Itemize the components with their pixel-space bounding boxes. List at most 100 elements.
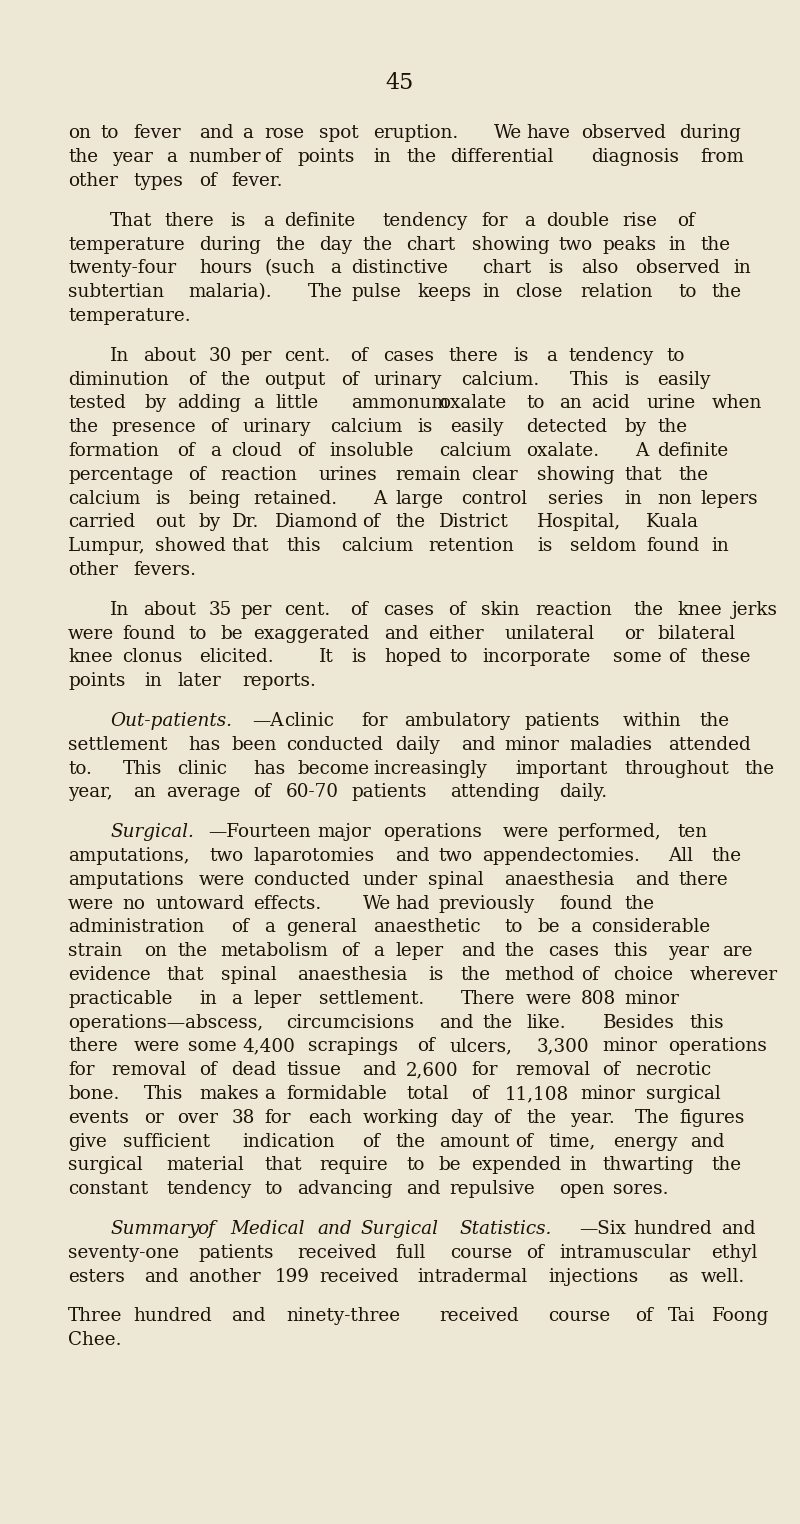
- Text: these: these: [701, 648, 751, 666]
- Text: urinary: urinary: [242, 418, 311, 436]
- Text: of: of: [297, 442, 315, 460]
- Text: retention: retention: [428, 536, 514, 555]
- Text: to.: to.: [68, 759, 92, 777]
- Text: of: of: [362, 514, 380, 532]
- Text: surgical: surgical: [646, 1085, 721, 1103]
- Text: and: and: [199, 125, 234, 142]
- Text: keeps: keeps: [417, 283, 471, 302]
- Text: full: full: [395, 1244, 426, 1262]
- Text: be: be: [537, 919, 560, 936]
- Text: appendectomies.: appendectomies.: [482, 847, 640, 866]
- Text: of: of: [526, 1244, 544, 1262]
- Text: cent.: cent.: [285, 347, 330, 364]
- Text: of: of: [188, 466, 206, 483]
- Text: It: It: [319, 648, 334, 666]
- Text: is: is: [537, 536, 553, 555]
- Text: esters: esters: [68, 1268, 125, 1286]
- Text: chart: chart: [482, 259, 532, 277]
- Text: amount: amount: [439, 1132, 510, 1151]
- Text: conducted: conducted: [254, 870, 350, 888]
- Text: the: the: [275, 236, 306, 253]
- Text: diagnosis: diagnosis: [592, 148, 680, 166]
- Text: open: open: [559, 1180, 604, 1198]
- Text: clonus: clonus: [122, 648, 183, 666]
- Text: were: were: [134, 1038, 180, 1055]
- Text: and: and: [721, 1219, 755, 1237]
- Text: subtertian: subtertian: [68, 283, 164, 302]
- Text: Dr.: Dr.: [232, 514, 259, 532]
- Text: observed: observed: [635, 259, 720, 277]
- Text: to: to: [450, 648, 468, 666]
- Text: patients: patients: [352, 783, 427, 802]
- Text: in: in: [144, 672, 162, 690]
- Text: important: important: [515, 759, 607, 777]
- Text: were: were: [199, 870, 245, 888]
- Text: this: this: [286, 536, 321, 555]
- Text: year: year: [112, 148, 153, 166]
- Text: 199: 199: [275, 1268, 310, 1286]
- Text: lepers: lepers: [701, 489, 758, 507]
- Text: this: this: [614, 942, 648, 960]
- Text: attended: attended: [668, 736, 750, 754]
- Text: per: per: [241, 600, 272, 619]
- Text: showing: showing: [537, 466, 614, 483]
- Text: Out-patients.: Out-patients.: [110, 712, 232, 730]
- Text: of: of: [417, 1038, 435, 1055]
- Text: the: the: [395, 514, 426, 532]
- Text: a: a: [232, 989, 242, 1007]
- Text: tested: tested: [68, 395, 126, 413]
- Text: This: This: [144, 1085, 184, 1103]
- Text: showed: showed: [155, 536, 226, 555]
- Text: a: a: [210, 442, 221, 460]
- Text: about: about: [142, 347, 196, 364]
- Text: on: on: [68, 125, 91, 142]
- Text: amputations,: amputations,: [68, 847, 190, 866]
- Text: tendency: tendency: [568, 347, 654, 364]
- Text: of: of: [264, 148, 282, 166]
- Text: percentage: percentage: [68, 466, 174, 483]
- Text: calcium: calcium: [330, 418, 402, 436]
- Text: is: is: [230, 212, 246, 230]
- Text: throughout: throughout: [624, 759, 729, 777]
- Text: rise: rise: [622, 212, 658, 230]
- Text: settlement: settlement: [68, 736, 167, 754]
- Text: bilateral: bilateral: [657, 625, 735, 643]
- Text: surgical: surgical: [68, 1157, 142, 1175]
- Text: chart: chart: [406, 236, 455, 253]
- Text: jerks: jerks: [732, 600, 778, 619]
- Text: for: for: [472, 1061, 498, 1079]
- Text: 35: 35: [208, 600, 231, 619]
- Text: definite: definite: [285, 212, 356, 230]
- Text: number: number: [188, 148, 261, 166]
- Text: Foong: Foong: [711, 1308, 769, 1326]
- Text: The: The: [635, 1109, 670, 1126]
- Text: during: during: [679, 125, 741, 142]
- Text: there: there: [165, 212, 214, 230]
- Text: output: output: [264, 370, 326, 389]
- Text: ninety-three: ninety-three: [286, 1308, 400, 1326]
- Text: in: in: [570, 1157, 587, 1175]
- Text: of: of: [581, 966, 598, 985]
- Text: of: of: [448, 600, 466, 619]
- Text: become: become: [297, 759, 370, 777]
- Text: the: the: [657, 418, 687, 436]
- Text: anaesthesia: anaesthesia: [504, 870, 614, 888]
- Text: insoluble: insoluble: [330, 442, 414, 460]
- Text: on: on: [144, 942, 167, 960]
- Text: eruption.: eruption.: [374, 125, 458, 142]
- Text: operations: operations: [668, 1038, 767, 1055]
- Text: is: is: [514, 347, 529, 364]
- Text: and: and: [318, 1219, 352, 1237]
- Text: dead: dead: [232, 1061, 277, 1079]
- Text: were: were: [526, 989, 573, 1007]
- Text: give: give: [68, 1132, 107, 1151]
- Text: sores.: sores.: [614, 1180, 669, 1198]
- Text: has: has: [188, 736, 220, 754]
- Text: definite: definite: [657, 442, 728, 460]
- Text: clinic: clinic: [177, 759, 227, 777]
- Text: series: series: [548, 489, 603, 507]
- Text: are: are: [722, 942, 753, 960]
- Text: calcium: calcium: [68, 489, 140, 507]
- Text: Surgical: Surgical: [361, 1219, 439, 1237]
- Text: hoped: hoped: [384, 648, 442, 666]
